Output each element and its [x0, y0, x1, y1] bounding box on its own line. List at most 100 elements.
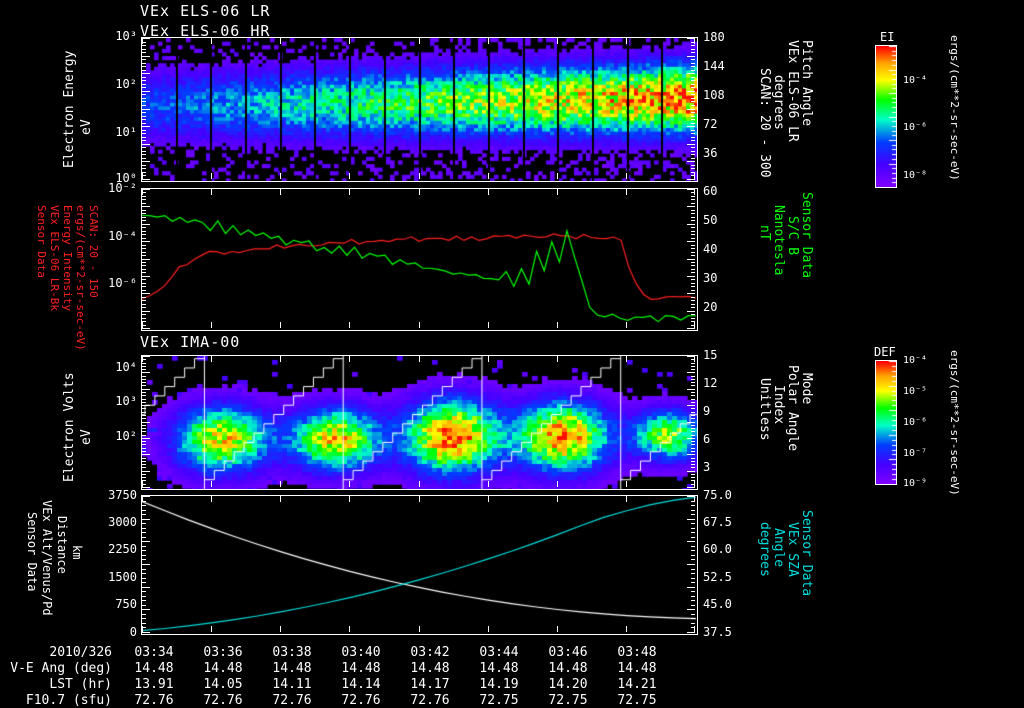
axis-tick: [691, 461, 695, 462]
table-cell: 14.48: [617, 661, 657, 676]
spectrogram-canvas-els: [142, 38, 697, 181]
axis-tick: [142, 123, 146, 124]
axis-tick: [691, 408, 695, 409]
axis-tick: [691, 234, 695, 235]
axis-tick: [691, 464, 695, 465]
axis-tick: [142, 307, 146, 308]
axis-tick: [142, 425, 146, 426]
axis-tick: [691, 231, 695, 232]
axis-tick: [142, 98, 146, 99]
axis-tick: [691, 119, 695, 120]
axis-tick: [691, 514, 695, 515]
axis-tick: [142, 448, 146, 449]
axis-tick: [142, 144, 150, 145]
panel4-right-axis-name-2: VEx SZA: [785, 522, 800, 577]
panel4-left-axis-name-1: Sensor Data: [25, 512, 39, 592]
axis-tick: [691, 112, 695, 113]
panel2-right-ytick-2: 40: [703, 242, 718, 256]
axis-tick: [626, 481, 627, 487]
axis-tick: [691, 158, 695, 159]
axis-tick: [211, 173, 212, 179]
axis-tick: [142, 441, 146, 442]
axis-tick: [142, 582, 146, 583]
colorbar-electron-intensity: [875, 45, 897, 188]
axis-tick: [142, 286, 146, 287]
axis-tick: [142, 147, 146, 148]
axis-tick: [142, 600, 146, 601]
axis-tick: [142, 474, 146, 475]
axis-tick: [687, 161, 695, 162]
axis-tick: [691, 220, 695, 221]
panel2-right-axis-name-2: S/C B: [785, 216, 800, 256]
axis-tick: [626, 38, 627, 44]
axis-tick: [142, 42, 146, 43]
axis-tick: [687, 276, 695, 277]
axis-tick: [142, 126, 150, 127]
axis-tick: [691, 227, 695, 228]
panel1-right-axis-name-3: degrees: [771, 75, 786, 130]
axis-tick: [691, 307, 695, 308]
axis-tick: [691, 385, 695, 386]
axis-tick: [691, 537, 695, 538]
axis-tick: [349, 356, 350, 362]
axis-tick: [142, 325, 146, 326]
axis-tick: [557, 481, 558, 487]
panel1-right-ytick-4: 36: [703, 146, 718, 160]
panel4-right-axis-name-1: Sensor Data: [799, 510, 814, 597]
axis-tick: [142, 578, 146, 579]
axis-tick: [691, 415, 695, 416]
axis-tick: [691, 203, 695, 204]
axis-tick: [687, 632, 695, 633]
colorbar2-tick-2: 10⁻⁶: [903, 417, 928, 428]
colorbar2-tick-0: 10⁻⁴: [903, 355, 928, 366]
axis-tick: [211, 626, 212, 632]
axis-tick: [142, 119, 146, 120]
axis-tick: [349, 189, 350, 195]
axis-tick: [142, 297, 146, 298]
axis-tick: [142, 399, 146, 400]
axis-tick: [691, 272, 695, 273]
panel2-left-axis-name-3: Energy Intensity: [61, 205, 74, 311]
axis-tick: [349, 626, 350, 632]
axis-tick: [691, 213, 695, 214]
axis-tick: [142, 179, 150, 180]
axis-tick: [142, 248, 146, 249]
axis-tick: [691, 618, 695, 619]
axis-tick: [142, 227, 146, 228]
panel2-ytick-0: 10⁻²: [108, 181, 137, 195]
panel4-ytick-3: 1500: [108, 570, 137, 584]
axis-tick: [488, 322, 489, 328]
axis-tick: [142, 402, 146, 403]
axis-tick: [691, 116, 695, 117]
axis-tick: [687, 311, 695, 312]
axis-tick: [142, 532, 146, 533]
axis-tick: [691, 290, 695, 291]
panel2-right-ytick-4: 20: [703, 300, 718, 314]
axis-tick: [687, 259, 695, 260]
axis-tick: [142, 372, 150, 373]
panel3-ytick-0: 10⁴: [115, 360, 137, 374]
axis-tick: [142, 356, 150, 357]
axis-tick: [488, 173, 489, 179]
colorbar2-tick-3: 10⁻⁷: [903, 448, 928, 459]
axis-tick: [691, 217, 695, 218]
axis-tick: [691, 578, 695, 579]
axis-tick: [142, 322, 143, 328]
axis-tick: [142, 514, 146, 515]
axis-tick: [142, 80, 146, 81]
panel4-ytick-5: 0: [129, 625, 137, 639]
axis-tick: [691, 80, 695, 81]
axis-tick: [142, 431, 146, 432]
panel1-left-axis-name-1: Electron Energy: [62, 50, 77, 168]
panel4-ytick-4: 750: [115, 597, 137, 611]
panel1-right-ytick-0: 180: [703, 30, 725, 44]
axis-tick: [211, 322, 212, 328]
axis-tick: [691, 382, 695, 383]
table-cell: 14.48: [410, 661, 450, 676]
axis-tick: [691, 395, 695, 396]
panel4-right-axis-name-3: Angle: [771, 528, 786, 568]
axis-tick: [142, 70, 146, 71]
axis-tick: [691, 467, 695, 468]
axis-tick: [142, 161, 150, 162]
axis-tick: [691, 505, 695, 506]
